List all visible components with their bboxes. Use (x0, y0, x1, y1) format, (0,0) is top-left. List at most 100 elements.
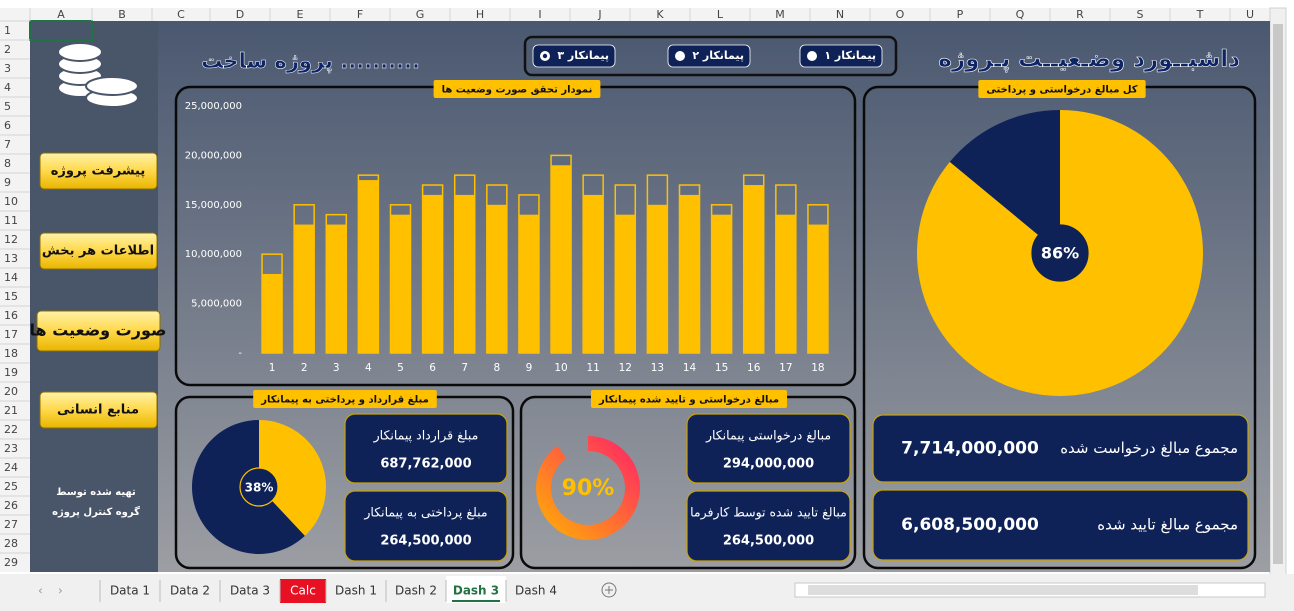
panel-title: مبلغ قرارداد و پرداختی به پیمانکار (260, 395, 429, 406)
scroll-thumb[interactable] (1273, 24, 1283, 564)
nav-button[interactable] (39, 152, 158, 190)
column-header: S (1137, 8, 1144, 21)
kpi-value: 6,608,500,000 (901, 515, 1039, 535)
x-tick-label: 4 (365, 362, 372, 374)
contractor-option[interactable] (799, 44, 883, 68)
contractor-label: پیمانکار ۱ (824, 49, 876, 62)
kpi-card (344, 413, 508, 484)
column-header: G (416, 8, 425, 21)
row-header: 8 (4, 157, 11, 170)
x-tick-label: 6 (429, 362, 436, 374)
radio-circle (807, 51, 817, 61)
panel-title: کل مبالغ درخواستی و پرداختی (986, 85, 1137, 96)
contractor-label: پیمانکار ۲ (692, 49, 744, 62)
row-header: 7 (4, 138, 11, 151)
x-tick-label: 10 (554, 362, 567, 374)
pie-value-label: 86% (1041, 244, 1079, 263)
column-header: J (597, 8, 601, 21)
bar-approved (358, 180, 379, 353)
sheet-tab[interactable]: Dash 4 (515, 584, 557, 598)
tab-nav-left[interactable]: ‹ (38, 584, 43, 598)
row-header: 15 (4, 290, 18, 303)
panel-title: مبالغ درخواستی و تایید شده پیمانکار (598, 395, 779, 406)
y-tick-label: - (238, 348, 242, 359)
row-header: 26 (4, 499, 18, 512)
add-sheet-button[interactable] (601, 582, 617, 598)
bar-approved (326, 224, 347, 353)
sheet-tab[interactable]: Dash 2 (395, 584, 437, 598)
nav-button[interactable] (36, 310, 161, 352)
dashboard-title: داشبــورد وضـعیــت پـروژه (938, 47, 1240, 73)
x-tick-label: 2 (301, 362, 308, 374)
row-header: 1 (4, 24, 11, 37)
sheet-tab[interactable]: Dash 3 (453, 584, 499, 598)
bar-approved (775, 214, 796, 353)
sidebar (30, 21, 158, 572)
panel-title-tab (978, 80, 1146, 98)
sheet-tab[interactable]: Data 1 (110, 584, 150, 598)
row-header: 29 (4, 556, 18, 569)
bar-approved (390, 214, 411, 353)
kpi-card (686, 413, 851, 484)
x-tick-label: 3 (333, 362, 340, 374)
bar-approved (486, 204, 507, 353)
nav-button-label: اطلاعات هر بخش (42, 244, 154, 259)
bar-approved (262, 273, 283, 353)
row-header: 20 (4, 385, 18, 398)
bar-approved (454, 194, 475, 353)
sheet-tab[interactable]: Data 2 (170, 584, 210, 598)
sheet-tab[interactable]: Data 3 (230, 584, 270, 598)
sheet-tab[interactable]: Dash 1 (335, 584, 377, 598)
column-header: O (896, 8, 905, 21)
x-tick-label: 9 (526, 362, 533, 374)
kpi-label: مبلغ پرداختی به پیمانکار (363, 505, 487, 521)
row-header: 28 (4, 537, 18, 550)
row-header: 16 (4, 309, 18, 322)
credit-line: گروه کنترل پروژه (52, 505, 140, 518)
kpi-value: 687,762,000 (380, 457, 471, 472)
bar-approved (807, 224, 828, 353)
pie-center (239, 467, 279, 507)
contractor-option[interactable] (532, 44, 616, 68)
row-header: 19 (4, 366, 18, 379)
pie-value-label: 38% (245, 481, 274, 495)
nav-button[interactable] (39, 391, 158, 429)
kpi-card (344, 490, 508, 562)
tab-nav-right[interactable]: › (58, 584, 63, 598)
row-header: 17 (4, 328, 18, 341)
pie-center (1031, 224, 1089, 282)
column-header: N (836, 8, 844, 21)
column-header: M (775, 8, 785, 21)
pie-slice (259, 420, 326, 536)
row-header: 9 (4, 176, 11, 189)
column-header: L (717, 8, 724, 21)
y-tick-label: 15,000,000 (185, 200, 242, 211)
row-header: 24 (4, 461, 18, 474)
contractor-selector (523, 35, 898, 77)
contractor-option[interactable] (667, 44, 751, 68)
column-header: P (957, 8, 964, 21)
nav-button-label: صورت وضعیت ها (30, 321, 167, 340)
row-header: 6 (4, 119, 11, 132)
row-header: 2 (4, 43, 11, 56)
sheet-tab-bg (280, 579, 326, 603)
pie-slice (949, 110, 1060, 253)
nav-button[interactable] (39, 232, 158, 270)
panel-title-tab (253, 390, 437, 408)
x-tick-label: 11 (586, 362, 599, 374)
radio-dot (542, 53, 548, 59)
bar-approved (711, 214, 732, 353)
credit-line: تهیه شده توسط (56, 487, 136, 498)
column-header: Q (1016, 8, 1025, 21)
x-tick-label: 1 (269, 362, 276, 374)
h-scroll-thumb[interactable] (808, 585, 1198, 595)
row-header: 13 (4, 252, 18, 265)
column-header: C (177, 8, 185, 21)
add-sheet-plus (605, 586, 613, 594)
sheet-tab[interactable]: Calc (290, 584, 316, 598)
panel-title-tab (433, 80, 601, 98)
column-header: I (538, 8, 541, 21)
panel-title: نمودار تحقق صورت وضعیت ها (442, 85, 593, 96)
y-tick-label: 20,000,000 (185, 150, 242, 161)
